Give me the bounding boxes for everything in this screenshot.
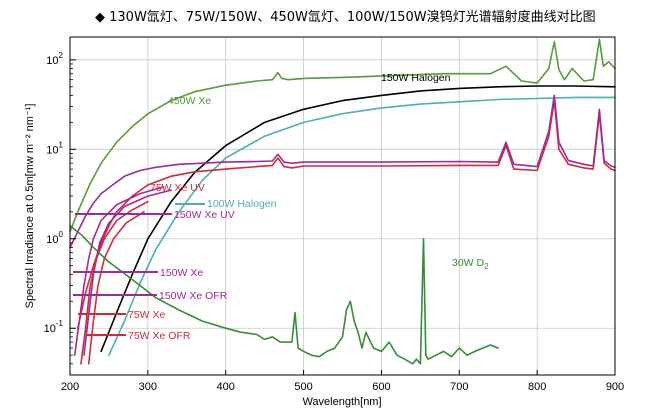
x-axis-label: Wavelength[nm] (302, 396, 381, 408)
x-tick-label: 300 (139, 381, 157, 393)
x-tick-label: 900 (606, 381, 624, 393)
label-xe75uv: 75W Xe UV (150, 182, 205, 194)
plot-frame (69, 36, 616, 376)
label-xe450: 450W Xe (168, 95, 211, 107)
series-line-150w-xe-uv (69, 94, 616, 249)
series-line-450w-xe (69, 38, 616, 233)
x-ticks: 200 300 400 500 600 700 800 900 (61, 370, 624, 393)
series-line-150w-xe-ofr (83, 189, 172, 357)
label-halogen100: 100W Halogen (207, 198, 277, 210)
x-tick-label: 500 (294, 381, 312, 393)
label-xe150uv: 150W Xe UV (174, 209, 235, 221)
label-d2-base: 30W D (452, 257, 485, 269)
series-line-150w-xe (73, 186, 165, 357)
chart-title: ◆ 130W氙灯、75W/150W、450W氙灯、100W/150W溴钨灯光谱辐… (95, 9, 596, 25)
label-halogen150: 150W Halogen (381, 72, 451, 84)
label-xe150ofr: 150W Xe OFR (159, 290, 228, 302)
series-line-150w-halogen (100, 85, 616, 353)
label-d2: 30W D2 (452, 257, 489, 271)
series-line-30w-d (69, 224, 500, 365)
series-line-75w-xe-uv (77, 99, 616, 330)
y-tick-label: 10-1 (44, 319, 64, 335)
label-xe150: 150W Xe (160, 267, 203, 279)
x-tick-label: 800 (528, 381, 546, 393)
y-tick-label: 100 (46, 230, 63, 246)
label-xe75: 75W Xe (128, 309, 166, 321)
x-tick-label: 400 (217, 381, 235, 393)
y-axis-label: Spectral Irradiance at 0.5m[mw m⁻² nm⁻¹] (24, 104, 36, 309)
y-tick-label: 102 (46, 51, 63, 67)
label-d2-subscript: 2 (484, 262, 489, 271)
y-tick-label: 101 (46, 140, 63, 156)
y-ticks: 102 101 100 10-1 (44, 51, 76, 376)
x-tick-label: 700 (450, 381, 468, 393)
x-tick-label: 600 (372, 381, 390, 393)
series-line-75w-xe (80, 200, 149, 365)
grid (70, 37, 615, 375)
label-xe75ofr: 75W Xe OFR (128, 330, 191, 342)
series-line-100w-halogen (108, 96, 616, 357)
series-lines (69, 38, 616, 365)
x-tick-label: 200 (61, 381, 79, 393)
